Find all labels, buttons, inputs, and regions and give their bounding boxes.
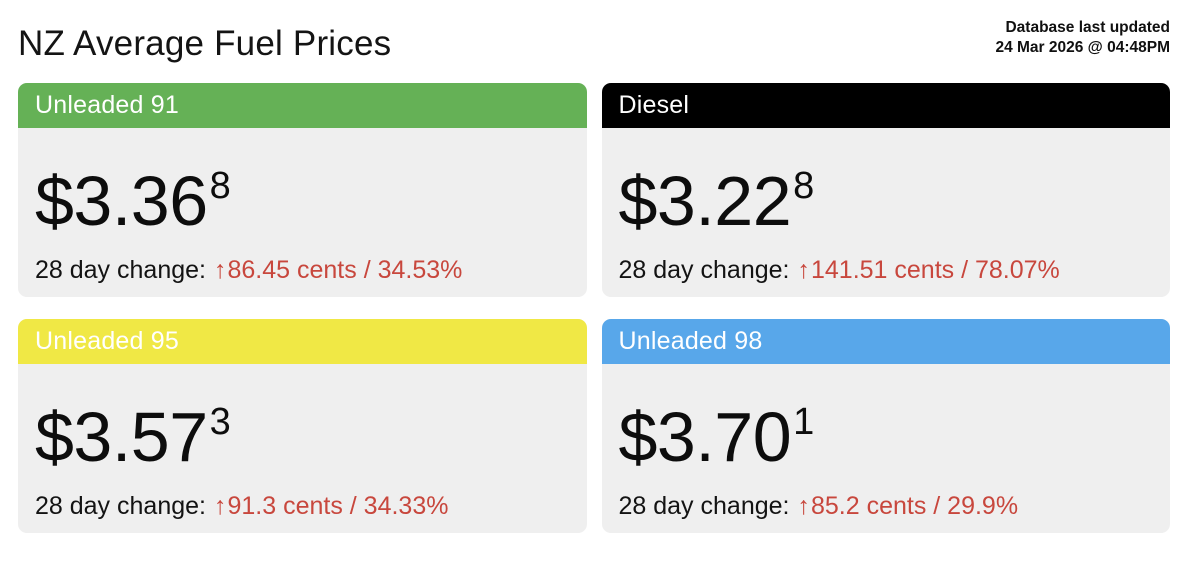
change-label: 28 day change: bbox=[618, 256, 790, 284]
change-value: 91.3 cents / 34.33% bbox=[227, 492, 449, 520]
up-arrow-icon: ↑ bbox=[213, 492, 227, 520]
up-arrow-icon: ↑ bbox=[797, 256, 810, 284]
card-body: $3.228 28 day change: ↑141.51 cents / 78.… bbox=[602, 128, 1171, 285]
last-updated: Database last updated 24 Mar 2026 @ 04:4… bbox=[995, 18, 1170, 58]
change-label: 28 day change: bbox=[618, 492, 790, 520]
card-header: Unleaded 91 bbox=[18, 83, 587, 128]
fuel-cards-grid: Unleaded 91 $3.368 28 day change: ↑86.45 … bbox=[18, 83, 1170, 533]
fuel-card-unleaded-95: Unleaded 95 $3.573 28 day change: ↑91.3 c… bbox=[18, 319, 587, 533]
card-body: $3.368 28 day change: ↑86.45 cents / 34.5… bbox=[18, 128, 587, 285]
card-header: Diesel bbox=[601, 83, 1170, 128]
price-superscript: 1 bbox=[793, 401, 814, 443]
price-main: $3.22 bbox=[618, 162, 792, 240]
change-value: 141.51 cents / 78.07% bbox=[810, 256, 1060, 284]
change-value: 86.45 cents / 34.53% bbox=[227, 256, 463, 284]
change-label: 28 day change: bbox=[35, 256, 206, 284]
fuel-type-label: Unleaded 91 bbox=[35, 91, 179, 119]
fuel-type-label: Unleaded 95 bbox=[35, 327, 179, 355]
fuel-type-label: Unleaded 98 bbox=[618, 327, 763, 355]
up-arrow-icon: ↑ bbox=[213, 256, 227, 284]
page-title: NZ Average Fuel Prices bbox=[18, 24, 392, 63]
change-value: 85.2 cents / 29.9% bbox=[810, 492, 1019, 520]
fuel-price: $3.701 bbox=[619, 374, 1154, 485]
card-body: $3.573 28 day change: ↑91.3 cents / 34.33… bbox=[18, 364, 587, 521]
page-header: NZ Average Fuel Prices Database last upd… bbox=[18, 14, 1170, 64]
card-header: Unleaded 95 bbox=[18, 319, 587, 364]
price-main: $3.36 bbox=[35, 162, 208, 240]
fuel-price: $3.573 bbox=[35, 374, 570, 485]
fuel-card-diesel: Diesel $3.228 28 day change: ↑141.51 cent… bbox=[601, 83, 1171, 297]
fuel-card-unleaded-91: Unleaded 91 $3.368 28 day change: ↑86.45 … bbox=[18, 83, 587, 297]
price-superscript: 8 bbox=[793, 165, 814, 207]
change-row: 28 day change: ↑86.45 cents / 34.53% bbox=[35, 256, 570, 285]
fuel-type-label: Diesel bbox=[618, 91, 690, 119]
fuel-card-unleaded-98: Unleaded 98 $3.701 28 day change: ↑85.2 c… bbox=[601, 319, 1171, 533]
last-updated-line2: 24 Mar 2026 @ 04:48PM bbox=[995, 38, 1170, 56]
price-main: $3.57 bbox=[35, 398, 208, 476]
change-row: 28 day change: ↑85.2 cents / 29.9% bbox=[619, 492, 1154, 521]
change-row: 28 day change: ↑91.3 cents / 34.33% bbox=[35, 492, 570, 521]
up-arrow-icon: ↑ bbox=[797, 492, 810, 520]
fuel-price: $3.228 bbox=[619, 138, 1154, 249]
last-updated-line1: Database last updated bbox=[1005, 19, 1170, 36]
price-superscript: 8 bbox=[209, 165, 231, 207]
card-header: Unleaded 98 bbox=[601, 319, 1170, 364]
change-label: 28 day change: bbox=[35, 492, 206, 520]
card-body: $3.701 28 day change: ↑85.2 cents / 29.9% bbox=[602, 364, 1171, 521]
price-superscript: 3 bbox=[209, 401, 231, 443]
change-row: 28 day change: ↑141.51 cents / 78.07% bbox=[619, 256, 1154, 285]
price-main: $3.70 bbox=[618, 398, 792, 476]
fuel-price: $3.368 bbox=[35, 138, 570, 249]
